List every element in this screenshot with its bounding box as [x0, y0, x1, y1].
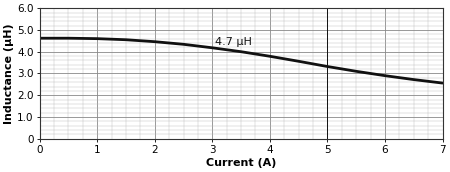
X-axis label: Current (A): Current (A)	[206, 158, 276, 168]
Y-axis label: Inductance (μH): Inductance (μH)	[4, 23, 14, 124]
Text: 4.7 μH: 4.7 μH	[215, 37, 252, 47]
